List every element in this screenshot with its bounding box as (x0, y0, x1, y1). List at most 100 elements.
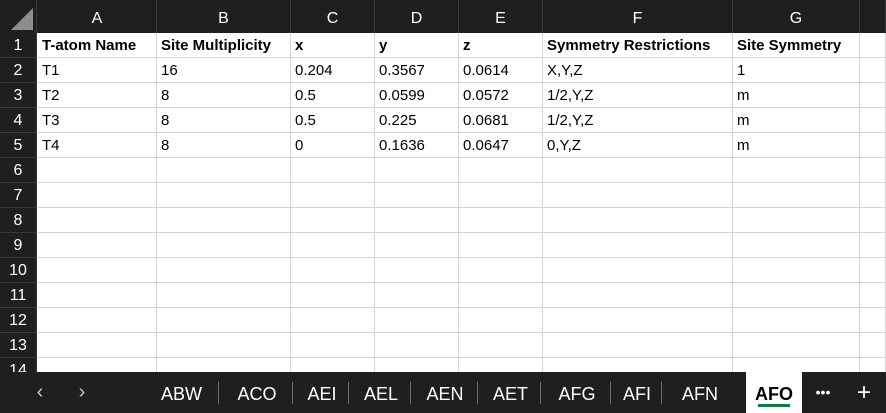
cell-d14[interactable] (375, 358, 459, 372)
cell-f7[interactable] (543, 183, 733, 208)
add-sheet-icon[interactable]: + (856, 379, 871, 406)
cell-b1[interactable]: Site Multiplicity (157, 33, 291, 58)
column-header-g[interactable]: G (733, 0, 860, 33)
cell-d5[interactable]: 0.1636 (375, 133, 459, 158)
cell-d1[interactable]: y (375, 33, 459, 58)
cell-c13[interactable] (291, 333, 375, 358)
cell-h13[interactable] (860, 333, 886, 358)
sheet-tab-abw[interactable]: ABW (148, 372, 215, 413)
cell-d8[interactable] (375, 208, 459, 233)
cell-b9[interactable] (157, 233, 291, 258)
cell-e1[interactable]: z (459, 33, 543, 58)
cell-c2[interactable]: 0.204 (291, 58, 375, 83)
cell-d9[interactable] (375, 233, 459, 258)
cell-e4[interactable]: 0.0681 (459, 108, 543, 133)
more-sheets-icon[interactable]: ••• (815, 384, 831, 400)
cell-c14[interactable] (291, 358, 375, 372)
cell-e14[interactable] (459, 358, 543, 372)
cell-h2[interactable] (860, 58, 886, 83)
cell-e6[interactable] (459, 158, 543, 183)
cell-g12[interactable] (733, 308, 860, 333)
cell-h4[interactable] (860, 108, 886, 133)
cell-f9[interactable] (543, 233, 733, 258)
cell-h12[interactable] (860, 308, 886, 333)
cell-a4[interactable]: T3 (38, 108, 157, 133)
cell-c12[interactable] (291, 308, 375, 333)
cell-d11[interactable] (375, 283, 459, 308)
cell-h9[interactable] (860, 233, 886, 258)
sheet-tab-ael[interactable]: AEL (355, 372, 407, 413)
cell-c7[interactable] (291, 183, 375, 208)
row-header[interactable]: 14 (0, 358, 37, 372)
cell-h8[interactable] (860, 208, 886, 233)
row-header[interactable]: 6 (0, 158, 37, 183)
cell-d4[interactable]: 0.225 (375, 108, 459, 133)
cell-h6[interactable] (860, 158, 886, 183)
cell-b4[interactable]: 8 (157, 108, 291, 133)
row-header[interactable]: 4 (0, 108, 37, 133)
cell-f6[interactable] (543, 158, 733, 183)
cell-g6[interactable] (733, 158, 860, 183)
cell-b6[interactable] (157, 158, 291, 183)
cell-c10[interactable] (291, 258, 375, 283)
sheet-tab-aen[interactable]: AEN (416, 372, 474, 413)
sheet-tab-afi[interactable]: AFI (616, 372, 658, 413)
cell-a8[interactable] (38, 208, 157, 233)
row-header[interactable]: 9 (0, 233, 37, 258)
cell-a14[interactable] (38, 358, 157, 372)
cell-g3[interactable]: m (733, 83, 860, 108)
cell-a6[interactable] (38, 158, 157, 183)
cell-h11[interactable] (860, 283, 886, 308)
column-header-e[interactable]: E (459, 0, 543, 33)
next-sheet-button[interactable]: › (78, 381, 86, 403)
cell-a11[interactable] (38, 283, 157, 308)
cell-e7[interactable] (459, 183, 543, 208)
sheet-tab-afo[interactable]: AFO (746, 372, 802, 413)
cell-e9[interactable] (459, 233, 543, 258)
cell-h3[interactable] (860, 83, 886, 108)
cell-d13[interactable] (375, 333, 459, 358)
cell-g8[interactable] (733, 208, 860, 233)
cell-a12[interactable] (38, 308, 157, 333)
cell-e10[interactable] (459, 258, 543, 283)
cell-a9[interactable] (38, 233, 157, 258)
cell-d10[interactable] (375, 258, 459, 283)
cell-c8[interactable] (291, 208, 375, 233)
row-header[interactable]: 3 (0, 83, 37, 108)
cell-a1[interactable]: T-atom Name (38, 33, 157, 58)
cell-f14[interactable] (543, 358, 733, 372)
row-header[interactable]: 5 (0, 133, 37, 158)
cell-d12[interactable] (375, 308, 459, 333)
cell-e13[interactable] (459, 333, 543, 358)
cell-e8[interactable] (459, 208, 543, 233)
cell-b14[interactable] (157, 358, 291, 372)
column-header-b[interactable]: B (157, 0, 291, 33)
cell-c5[interactable]: 0 (291, 133, 375, 158)
cell-a7[interactable] (38, 183, 157, 208)
cell-g2[interactable]: 1 (733, 58, 860, 83)
cell-a13[interactable] (38, 333, 157, 358)
cell-f1[interactable]: Symmetry Restrictions (543, 33, 733, 58)
cell-g1[interactable]: Site Symmetry (733, 33, 860, 58)
cell-f4[interactable]: 1/2,Y,Z (543, 108, 733, 133)
cell-b3[interactable]: 8 (157, 83, 291, 108)
row-header[interactable]: 11 (0, 283, 37, 308)
cell-c11[interactable] (291, 283, 375, 308)
cell-g10[interactable] (733, 258, 860, 283)
cell-f3[interactable]: 1/2,Y,Z (543, 83, 733, 108)
cell-f10[interactable] (543, 258, 733, 283)
row-header[interactable]: 7 (0, 183, 37, 208)
sheet-tab-aei[interactable]: AEI (299, 372, 345, 413)
cell-f13[interactable] (543, 333, 733, 358)
row-header[interactable]: 8 (0, 208, 37, 233)
cell-d2[interactable]: 0.3567 (375, 58, 459, 83)
row-header[interactable]: 1 (0, 33, 37, 58)
row-header[interactable]: 12 (0, 308, 37, 333)
cell-b5[interactable]: 8 (157, 133, 291, 158)
select-all-button[interactable] (0, 0, 37, 33)
sheet-tab-aet[interactable]: AET (484, 372, 537, 413)
cell-g4[interactable]: m (733, 108, 860, 133)
cell-b2[interactable]: 16 (157, 58, 291, 83)
cell-b12[interactable] (157, 308, 291, 333)
row-header[interactable]: 13 (0, 333, 37, 358)
